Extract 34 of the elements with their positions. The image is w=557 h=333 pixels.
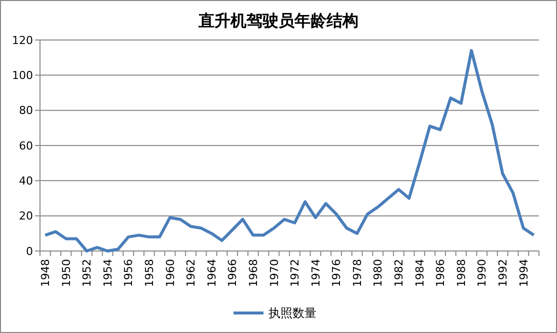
chart-title: 直升机驾驶员年龄结构 [198, 11, 358, 30]
y-tick-label: 0 [26, 244, 33, 258]
x-tick-label: 1980 [372, 259, 385, 287]
x-tick-label: 1988 [454, 259, 468, 287]
x-tick-label: 1954 [101, 259, 114, 287]
y-tick-label: 120 [12, 34, 33, 47]
x-tick-label: 1964 [205, 259, 218, 287]
x-tick-label: 1974 [309, 259, 322, 287]
y-tick-label: 20 [19, 210, 33, 223]
x-tick-label: 1966 [226, 259, 240, 287]
x-tick-label: 1978 [350, 259, 364, 287]
x-tick-label: 1992 [496, 259, 510, 287]
y-tick-label: 80 [19, 104, 33, 118]
x-tick-label: 1960 [164, 259, 177, 287]
x-tick-label: 1972 [288, 259, 302, 287]
x-tick-label: 1956 [122, 259, 136, 287]
x-tick-label: 1984 [413, 259, 426, 287]
x-tick-label: 1948 [39, 259, 52, 287]
legend-label: 执照数量 [268, 306, 316, 320]
y-tick-label: 60 [19, 139, 33, 152]
x-tick-label: 1968 [246, 259, 260, 287]
x-tick-label: 1986 [434, 259, 448, 287]
x-tick-label: 1952 [80, 259, 94, 287]
x-tick-label: 1962 [184, 259, 198, 287]
y-tick-label: 100 [12, 69, 33, 82]
x-tick-label: 1990 [476, 259, 489, 287]
x-tick-label: 1958 [143, 259, 156, 287]
x-tick-label: 1976 [330, 259, 344, 287]
x-tick-label: 1994 [517, 259, 530, 287]
x-tick-label: 1982 [392, 259, 406, 287]
x-tick-label: 1970 [268, 259, 281, 287]
y-tick-label: 40 [19, 174, 33, 188]
x-tick-label: 1950 [60, 259, 73, 287]
line-series [44, 49, 536, 252]
